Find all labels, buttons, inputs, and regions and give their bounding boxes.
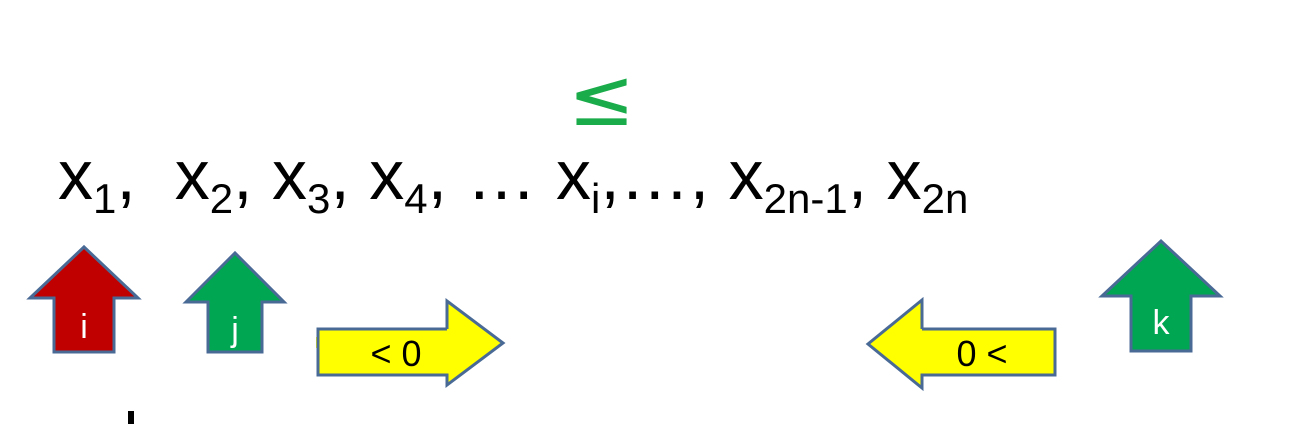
- sequence-term-1: x1,: [58, 136, 175, 222]
- leq-symbol: ≤: [568, 51, 636, 144]
- sequence: x1, x2, x3, x4, … xi,…, x2n-1, x2n: [58, 140, 968, 220]
- pointer-k-label: k: [1153, 304, 1171, 342]
- sequence-term-2: x2,: [174, 136, 272, 222]
- sequence-term-2n: x2n: [886, 136, 969, 222]
- right-arrow-label: < 0: [370, 333, 421, 374]
- pointer-j-arrow: j: [182, 250, 288, 354]
- cropped-mark: [128, 411, 134, 424]
- pointer-i-arrow: i: [26, 244, 142, 354]
- pointer-k-arrow: k: [1098, 238, 1224, 353]
- sequence-term-i: xi,…,: [555, 136, 729, 222]
- right-arrow: < 0: [316, 298, 506, 388]
- pointer-j-label: j: [230, 311, 239, 349]
- left-arrow-label: 0 <: [956, 333, 1007, 374]
- sequence-term-4: x4, …: [369, 136, 556, 222]
- pointer-i-label: i: [80, 308, 88, 346]
- left-arrow: 0 <: [865, 296, 1057, 392]
- sequence-term-2n-1: x2n-1,: [728, 136, 887, 222]
- sequence-term-3: x3,: [271, 136, 370, 222]
